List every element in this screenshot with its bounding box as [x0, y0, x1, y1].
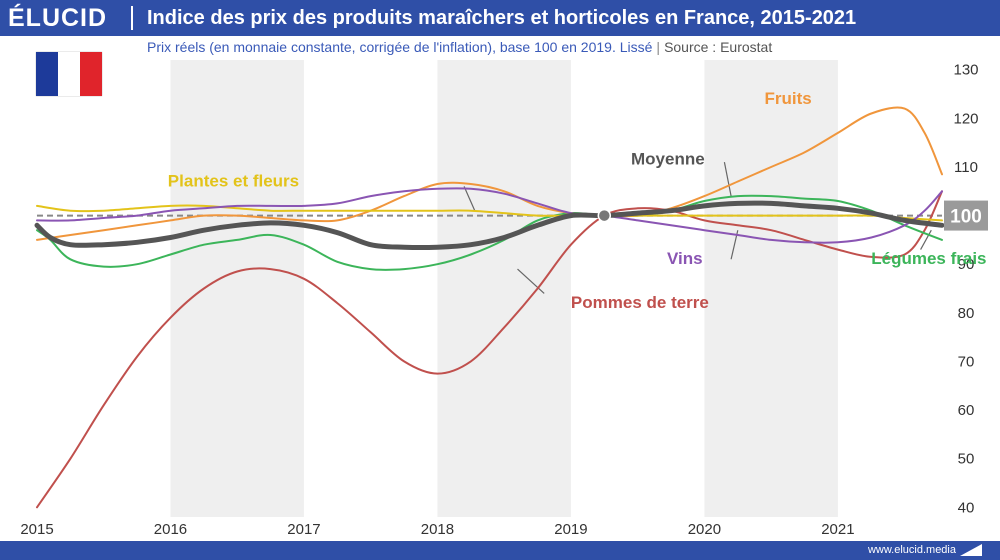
year-band-2018 — [437, 60, 571, 517]
series-label-vins: Vins — [667, 249, 703, 268]
x-axis: 2015 2016 2017 2018 2019 2020 2021 — [20, 521, 854, 538]
year-band-2016 — [170, 60, 304, 517]
source-text: Source : Eurostat — [664, 39, 773, 55]
leader-pommes-de-terre — [517, 268, 545, 294]
leader-plantes-et-fleurs — [463, 186, 476, 211]
brand-logo: ÉLUCID — [8, 4, 108, 32]
series-line-fruits — [36, 106, 943, 241]
subtitle-text: Prix réels (en monnaie constante, corrig… — [147, 39, 653, 55]
leader-moyenne — [723, 161, 732, 197]
y-tick-label: 40 — [958, 499, 975, 516]
y-tick-label: 60 — [958, 402, 975, 419]
series-label-legumes-frais: Légumes frais — [871, 249, 986, 268]
reference-badge — [944, 200, 988, 231]
series-label-fruits: Fruits — [764, 89, 811, 108]
x-tick-label: 2020 — [688, 521, 721, 538]
x-tick-label: 2019 — [554, 521, 587, 538]
series-label-moyenne: Moyenne — [631, 150, 705, 169]
y-tick-label: 70 — [958, 353, 975, 370]
flag-white-stripe — [58, 52, 80, 96]
x-tick-label: 2016 — [154, 521, 187, 538]
y-tick-label: 110 — [954, 159, 978, 176]
x-tick-label: 2018 — [421, 521, 454, 538]
series-line-moyenne — [34, 200, 945, 250]
y-tick-label: 90 — [958, 256, 975, 273]
series-line-vins — [36, 187, 943, 244]
year-bands — [170, 60, 838, 517]
x-tick-label: 2017 — [287, 521, 320, 538]
series-line-plantes-et-fleurs — [36, 204, 943, 222]
anchor-point-marker — [597, 208, 612, 223]
y-tick-label: 50 — [958, 451, 975, 468]
flag-blue-stripe — [36, 52, 58, 96]
chart-subtitle: Prix réels (en monnaie constante, corrig… — [147, 38, 772, 56]
france-flag-icon — [36, 52, 102, 96]
website-link[interactable]: www.elucid.media — [867, 544, 956, 556]
y-tick-label: 130 — [953, 62, 978, 79]
y-axis: 40 50 60 70 80 90 110 120 130 100 — [944, 62, 988, 516]
subtitle-separator: | — [656, 39, 661, 55]
chart-title: Indice des prix des produits maraîchers … — [147, 7, 857, 29]
series-label-plantes-et-fleurs: Plantes et fleurs — [168, 171, 299, 190]
footer-bar: www.elucid.media — [0, 541, 1000, 560]
y-tick-label: 120 — [953, 110, 978, 127]
series-line-legumes-frais — [36, 194, 943, 271]
series-lines — [34, 106, 945, 509]
x-tick-label: 2021 — [821, 521, 854, 538]
leader-legumes-frais — [920, 229, 932, 250]
flag-red-stripe — [80, 52, 102, 96]
year-band-2020 — [704, 60, 838, 517]
header-bar: ÉLUCID Indice des prix des produits mara… — [0, 0, 1000, 36]
reference-badge-label: 100 — [950, 207, 982, 228]
y-tick-label: 80 — [958, 305, 975, 322]
brand-mark-icon — [960, 544, 982, 556]
header-divider — [131, 6, 133, 30]
series-labels: Pommes de terre Légumes frais Fruits Plante… — [168, 89, 987, 312]
x-tick-label: 2015 — [20, 521, 53, 538]
anchor-point — [597, 208, 612, 223]
series-label-pommes-de-terre: Pommes de terre — [571, 293, 709, 312]
